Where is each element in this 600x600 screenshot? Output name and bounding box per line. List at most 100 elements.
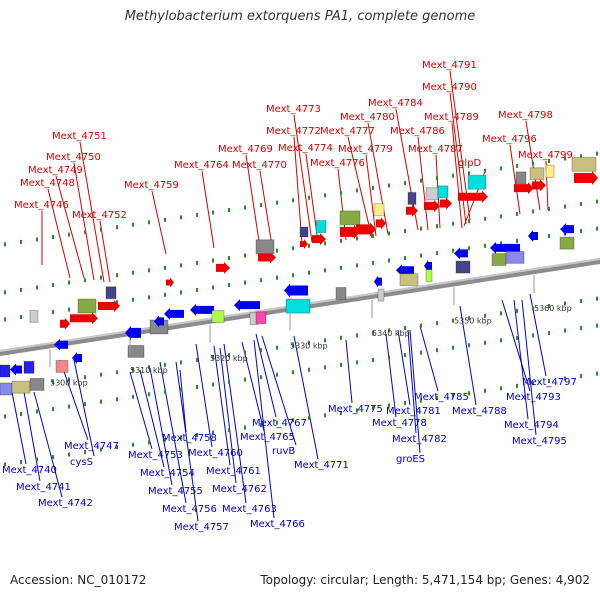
tick-mark xyxy=(180,215,182,220)
gene-arrow-reverse xyxy=(396,264,414,277)
kbp-label: 5330 kbp xyxy=(290,342,328,351)
tick-mark xyxy=(596,296,598,301)
leader-line xyxy=(459,305,477,406)
leader-line xyxy=(223,343,247,504)
tick-mark xyxy=(164,265,166,270)
leader-line xyxy=(129,371,153,450)
leader-line xyxy=(259,170,273,247)
tick-mark xyxy=(404,229,406,234)
leader-line xyxy=(347,136,373,239)
gene-arrow-forward xyxy=(340,224,360,239)
leader-line xyxy=(253,339,275,519)
tick-mark xyxy=(116,397,118,402)
gene-arrow-reverse xyxy=(72,351,82,364)
tick-mark xyxy=(116,225,118,230)
tick-mark xyxy=(228,353,230,358)
tick-mark xyxy=(596,323,598,328)
tick-mark xyxy=(532,333,534,338)
tick-mark xyxy=(436,224,438,229)
tick-mark xyxy=(436,321,438,326)
leader-line xyxy=(213,345,231,466)
tick-mark xyxy=(100,275,102,280)
tick-mark xyxy=(116,370,118,375)
gene-label-bottom: Mext_4760 xyxy=(188,448,243,459)
gene-label-bottom: groES xyxy=(396,454,425,465)
tick-mark xyxy=(452,345,454,350)
gene-arrow-reverse xyxy=(54,338,68,351)
tick-mark xyxy=(452,393,454,398)
tick-mark xyxy=(580,202,582,207)
tick-mark xyxy=(484,388,486,393)
feature-box xyxy=(0,382,13,396)
gene-arrow-forward xyxy=(300,239,308,249)
leader-line xyxy=(33,391,63,498)
tick-mark xyxy=(20,411,22,416)
tick-mark xyxy=(36,285,38,290)
feature-box xyxy=(127,344,145,358)
tick-mark xyxy=(548,330,550,335)
tick-mark xyxy=(36,237,38,242)
gene-label-bottom: Mext_4763 xyxy=(222,504,277,515)
tick-mark xyxy=(516,211,518,216)
leader-line xyxy=(23,391,41,482)
tick-mark xyxy=(516,163,518,168)
tick-mark xyxy=(356,236,358,241)
tick-mark xyxy=(276,345,278,350)
tick-mark xyxy=(580,154,582,159)
gene-label-bottom: Mext_4756 xyxy=(162,504,217,515)
tick-mark xyxy=(180,360,182,365)
feature-box xyxy=(339,210,361,226)
tick-mark xyxy=(468,219,470,224)
gene-arrow-forward xyxy=(356,222,376,237)
tick-mark xyxy=(244,377,246,382)
tick-mark xyxy=(484,216,486,221)
gene-label-top: Mext_4774 xyxy=(278,143,333,154)
gene-arrow-forward xyxy=(514,182,534,195)
kbp-label: 5320 kbp xyxy=(210,354,248,363)
gene-arrow-forward xyxy=(376,217,386,230)
kbp-label: 5350 kbp xyxy=(454,316,492,325)
tick-mark xyxy=(4,290,6,295)
gene-label-bottom: Mext_4762 xyxy=(212,484,267,495)
tick-mark xyxy=(164,437,166,442)
tick-mark xyxy=(292,198,294,203)
tick-mark xyxy=(196,384,198,389)
gene-label-top: Mext_4784 xyxy=(368,98,423,109)
tick-mark xyxy=(324,338,326,343)
leader-line xyxy=(201,170,215,249)
tick-mark xyxy=(548,158,550,163)
leader-line xyxy=(11,391,27,465)
tick-mark xyxy=(372,233,374,238)
tick-mark xyxy=(68,404,70,409)
tick-mark xyxy=(20,239,22,244)
tick-mark xyxy=(340,362,342,367)
gene-label-bottom: Mext_4742 xyxy=(38,498,93,509)
tick-mark xyxy=(372,330,374,335)
leader-line xyxy=(293,114,313,243)
gene-label-bottom: Mext_4795 xyxy=(512,436,567,447)
gene-label-top: Mext_4772 xyxy=(266,126,321,137)
tick-mark xyxy=(228,283,230,288)
tick-mark xyxy=(52,310,54,315)
gene-label-bottom: Mext_4782 xyxy=(392,434,447,445)
feature-box xyxy=(545,164,555,178)
gene-arrow-reverse xyxy=(10,363,22,376)
tick-mark xyxy=(356,408,358,413)
tick-mark xyxy=(308,195,310,200)
tick-mark xyxy=(52,407,54,412)
tick-mark xyxy=(500,214,502,219)
tick-mark xyxy=(580,229,582,234)
gene-arrow-reverse xyxy=(528,230,538,243)
feature-box xyxy=(299,226,309,238)
tick-mark xyxy=(596,199,598,204)
tick-mark xyxy=(212,355,214,360)
leader-line xyxy=(419,325,439,392)
gene-label-top: Mext_4799 xyxy=(518,150,573,161)
tick-mark xyxy=(20,314,22,319)
tick-mark xyxy=(260,278,262,283)
leader-line xyxy=(79,141,105,283)
feature-box xyxy=(315,220,327,234)
gene-label-bottom: Mext_4761 xyxy=(206,466,261,477)
tick-mark xyxy=(548,378,550,383)
gene-label-top: Mext_4750 xyxy=(46,152,101,163)
